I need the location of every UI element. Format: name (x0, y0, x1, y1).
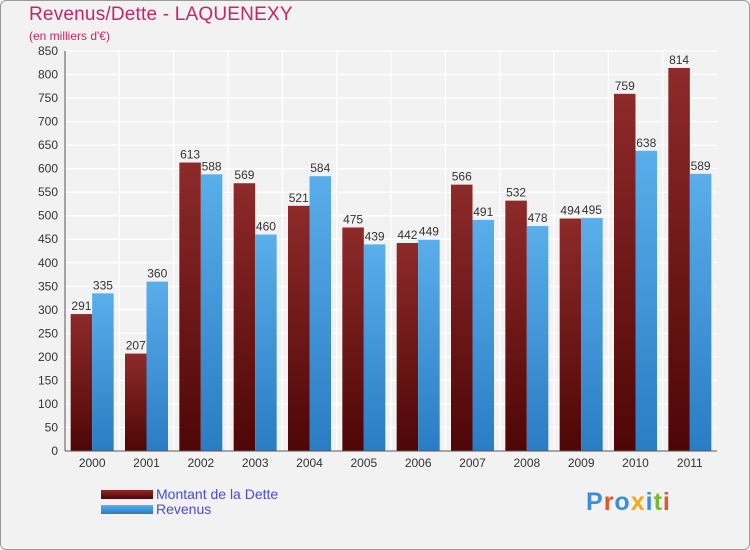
y-tick-label: 250 (38, 326, 58, 340)
data-label-dette-2006: 442 (397, 228, 417, 242)
legend-swatch-dette (101, 490, 153, 499)
bar-revenus-2000 (92, 293, 114, 451)
data-label-revenus-2002: 588 (202, 159, 222, 173)
x-tick-label-2003: 2003 (242, 456, 269, 470)
bar-revenus-2002 (200, 174, 223, 451)
y-tick-label: 200 (38, 350, 58, 364)
y-tick-label: 50 (45, 420, 59, 434)
y-tick-label: 300 (38, 303, 58, 317)
data-label-dette-2010: 759 (615, 79, 635, 93)
data-label-revenus-2001: 360 (147, 267, 167, 281)
data-label-dette-2009: 494 (560, 204, 580, 218)
bar-revenus-2010 (635, 150, 657, 451)
bar-revenus-2003 (255, 234, 277, 451)
data-label-dette-2003: 569 (234, 168, 254, 182)
y-tick-label: 550 (38, 185, 58, 199)
data-label-revenus-2000: 335 (93, 278, 113, 292)
y-tick-label: 400 (38, 256, 58, 270)
bar-dette-2008 (505, 200, 527, 451)
bar-revenus-2008 (526, 226, 549, 451)
logo-letter: r (603, 488, 615, 516)
x-tick-label-2001: 2001 (133, 456, 160, 470)
bar-dette-2005 (342, 227, 364, 451)
bar-revenus-2006 (418, 239, 440, 451)
data-label-revenus-2009: 495 (582, 203, 602, 217)
bar-layer (70, 67, 712, 452)
y-tick-label: 150 (38, 373, 58, 387)
x-tick-label-2000: 2000 (79, 456, 106, 470)
x-tick-label-2007: 2007 (459, 456, 486, 470)
logo-letter: P (586, 488, 604, 516)
y-tick-label: 450 (38, 232, 58, 246)
data-label-revenus-2004: 584 (310, 161, 330, 175)
proxiti-logo: Proxiti (586, 488, 671, 517)
data-label-revenus-2007: 491 (473, 205, 493, 219)
bar-revenus-2001 (146, 281, 168, 451)
y-tick-label: 350 (38, 279, 58, 293)
y-tick-label: 750 (38, 91, 58, 105)
legend-label-dette: Montant de la Dette (156, 486, 279, 502)
data-label-dette-2000: 291 (71, 299, 91, 313)
data-label-dette-2007: 566 (452, 170, 472, 184)
logo-letter: i (645, 488, 654, 516)
bar-dette-2004 (288, 205, 310, 451)
axis-layer: 0 50 100 150 200 250 300 350 400 450 500 550 600 650 7… (38, 44, 717, 470)
x-tick-label-2011: 2011 (677, 456, 703, 470)
bar-dette-2009 (559, 218, 582, 451)
bar-revenus-2009 (581, 218, 603, 451)
bar-revenus-2004 (309, 176, 331, 452)
legend-label-revenus: Revenus (156, 501, 212, 517)
data-label-dette-2002: 613 (180, 148, 200, 162)
x-tick-label-2009: 2009 (568, 456, 595, 470)
legend-swatch-revenus (101, 505, 153, 514)
y-tick-label: 850 (38, 44, 58, 58)
data-label-dette-2011: 814 (669, 53, 689, 67)
bar-dette-2002 (179, 162, 201, 451)
y-tick-label: 800 (38, 68, 58, 82)
data-label-revenus-2006: 449 (419, 225, 439, 239)
x-tick-label-2008: 2008 (513, 456, 540, 470)
data-label-revenus-2011: 589 (691, 159, 711, 173)
chart-subtitle: (en milliers d'€) (29, 29, 110, 43)
data-label-revenus-2010: 638 (636, 136, 656, 150)
x-tick-label-2002: 2002 (187, 456, 214, 470)
bar-revenus-2007 (472, 219, 494, 451)
x-tick-label-2005: 2005 (350, 456, 377, 470)
data-label-revenus-2003: 460 (256, 220, 276, 234)
bar-dette-2001 (125, 353, 147, 451)
bar-revenus-2011 (689, 173, 712, 451)
x-tick-label-2006: 2006 (405, 456, 432, 470)
y-tick-label: 0 (51, 444, 58, 458)
bar-dette-2003 (233, 183, 256, 451)
data-label-dette-2001: 207 (126, 339, 146, 353)
bar-revenus-2005 (363, 244, 386, 451)
data-label-dette-2004: 521 (289, 191, 309, 205)
bar-dette-2000 (70, 314, 93, 451)
y-tick-label: 700 (38, 115, 58, 129)
bar-dette-2006 (396, 243, 419, 451)
logo-letter: t (653, 488, 663, 516)
grid-layer (65, 50, 717, 452)
chart-title: Revenus/Dette - LAQUENEXY (29, 4, 293, 25)
logo-letter: o (614, 488, 631, 516)
bar-dette-2011 (668, 67, 690, 452)
data-label-dette-2005: 475 (343, 212, 363, 226)
data-label-revenus-2008: 478 (528, 211, 548, 225)
x-tick-label-2010: 2010 (622, 456, 649, 470)
bar-dette-2007 (451, 184, 473, 451)
y-tick-label: 650 (38, 138, 58, 152)
y-tick-label: 100 (38, 397, 58, 411)
x-tick-label-2004: 2004 (296, 456, 323, 470)
y-tick-label: 500 (38, 209, 58, 223)
data-label-dette-2008: 532 (506, 186, 526, 200)
logo-letter: i (662, 488, 671, 516)
y-tick-label: 600 (38, 162, 58, 176)
logo-letter: x (630, 488, 646, 516)
data-label-revenus-2005: 439 (365, 229, 385, 243)
bar-dette-2010 (614, 93, 636, 451)
